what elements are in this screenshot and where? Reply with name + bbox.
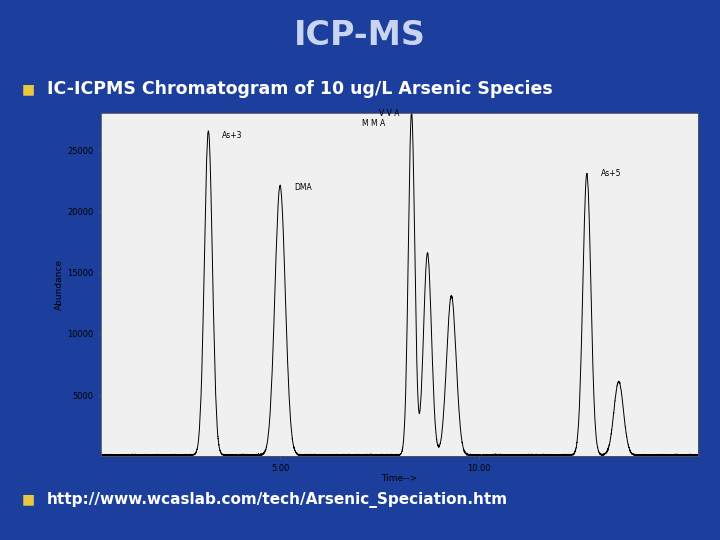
Text: ICP-MS: ICP-MS bbox=[294, 18, 426, 52]
Text: As+3: As+3 bbox=[222, 131, 243, 140]
Text: ■: ■ bbox=[22, 82, 35, 96]
Text: M M A: M M A bbox=[362, 119, 386, 128]
Text: As+5: As+5 bbox=[600, 170, 621, 178]
Text: V V A: V V A bbox=[379, 109, 400, 118]
Text: DMA: DMA bbox=[294, 183, 312, 192]
X-axis label: Time-->: Time--> bbox=[382, 474, 418, 483]
Y-axis label: Abundance: Abundance bbox=[55, 259, 64, 310]
Text: IC-ICPMS Chromatogram of 10 ug/L Arsenic Species: IC-ICPMS Chromatogram of 10 ug/L Arsenic… bbox=[47, 80, 552, 98]
Text: ■: ■ bbox=[22, 492, 35, 507]
Text: http://www.wcaslab.com/tech/Arsenic_Speciation.htm: http://www.wcaslab.com/tech/Arsenic_Spec… bbox=[47, 491, 508, 508]
